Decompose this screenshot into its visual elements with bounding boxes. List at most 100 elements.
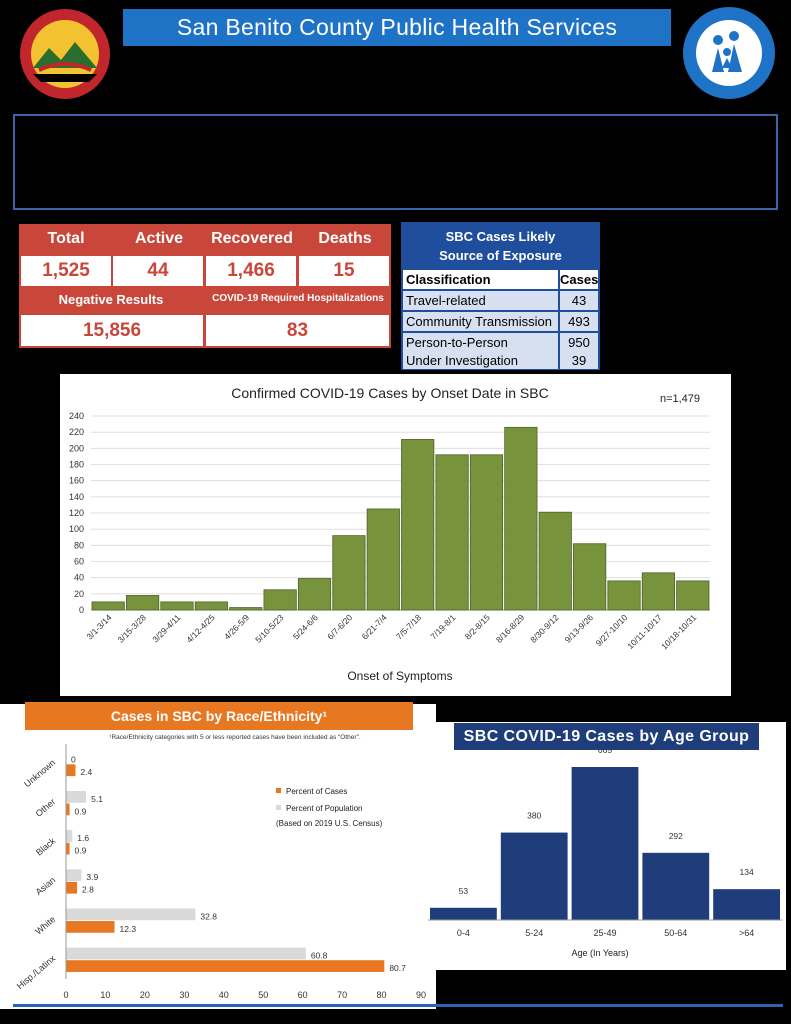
category-label: Other bbox=[34, 797, 58, 819]
race-chart: ¹Race/Ethnicity categories with 5 or les… bbox=[15, 734, 426, 1000]
category-label: White bbox=[33, 914, 57, 936]
onset-bar bbox=[573, 543, 607, 611]
footer-divider bbox=[13, 1004, 783, 1007]
x-tick-label: 10/18-10/31 bbox=[659, 612, 698, 651]
active-label: Active bbox=[134, 230, 184, 247]
cases-value-label: 0.9 bbox=[75, 845, 87, 855]
x-tick-label: 3/1-3/14 bbox=[84, 612, 113, 641]
cases-bar bbox=[66, 803, 70, 816]
exposure-title-line1: SBC Cases Likely bbox=[445, 229, 556, 244]
total-value: 1,525 bbox=[21, 256, 111, 286]
age-bar bbox=[430, 907, 497, 920]
population-value-label: 32.8 bbox=[200, 911, 217, 921]
onset-chart-panel: Confirmed COVID-19 Cases by Onset Date i… bbox=[60, 374, 731, 696]
legend-population-label: Percent of Population bbox=[286, 804, 363, 813]
x-tick-label: 3/29-4/11 bbox=[150, 612, 182, 644]
age-value-label: 292 bbox=[669, 831, 683, 841]
x-tick-label: 50 bbox=[258, 990, 268, 1000]
x-tick-label: 7/19-8/1 bbox=[428, 612, 457, 641]
onset-bar bbox=[504, 426, 538, 611]
negative-results-label: Negative Results bbox=[58, 292, 164, 307]
onset-chart-title: Confirmed COVID-19 Cases by Onset Date i… bbox=[231, 385, 548, 401]
age-x-axis-label: Age (In Years) bbox=[571, 948, 628, 958]
x-tick-label: 40 bbox=[219, 990, 229, 1000]
population-bar bbox=[66, 869, 82, 882]
row-value: 39 bbox=[560, 351, 598, 369]
row-value: 493 bbox=[560, 312, 598, 331]
table-row: Travel-related 43 bbox=[403, 291, 598, 310]
age-value-label: 134 bbox=[740, 867, 754, 877]
age-bar bbox=[642, 852, 710, 920]
age-chart-title: SBC COVID-19 Cases by Age Group bbox=[454, 723, 759, 750]
row-label: Under Investigation bbox=[403, 351, 558, 369]
y-tick-label: 40 bbox=[74, 573, 84, 583]
category-label: Unknown bbox=[22, 757, 57, 789]
notice-box bbox=[13, 114, 778, 210]
hospitalizations-label: COVID-19 Required Hospitalizations bbox=[212, 293, 384, 304]
cases-value-label: 12.3 bbox=[120, 924, 137, 934]
onset-bar bbox=[91, 601, 125, 611]
legend-cases-swatch bbox=[276, 788, 281, 793]
classification-header: Classification bbox=[403, 270, 558, 289]
x-tick-label: 30 bbox=[179, 990, 189, 1000]
row-value: 950 bbox=[560, 333, 598, 352]
onset-bar bbox=[125, 595, 160, 611]
onset-bar bbox=[263, 589, 297, 611]
onset-bar bbox=[401, 439, 435, 611]
age-category-label: 0-4 bbox=[457, 928, 470, 938]
cases-bar bbox=[66, 881, 78, 894]
onset-bar bbox=[297, 578, 332, 611]
population-value-label: 1.6 bbox=[77, 833, 89, 843]
age-category-label: 50-64 bbox=[664, 928, 687, 938]
exposure-header-row: Classification Cases bbox=[403, 270, 598, 289]
cases-value-label: 2.8 bbox=[82, 885, 94, 895]
cases-value-label: 2.4 bbox=[80, 767, 92, 777]
legend-population-note: (Based on 2019 U.S. Census) bbox=[276, 819, 383, 828]
x-tick-label: 7/5-7/18 bbox=[394, 612, 423, 641]
x-tick-label: 6/21-7/4 bbox=[360, 612, 389, 641]
y-tick-label: 160 bbox=[69, 476, 84, 486]
x-tick-label: 6/7-6/20 bbox=[325, 612, 354, 641]
onset-bar bbox=[366, 508, 400, 611]
x-tick-label: 8/2-8/15 bbox=[463, 612, 492, 641]
x-tick-label: 20 bbox=[140, 990, 150, 1000]
population-value-label: 0 bbox=[71, 755, 76, 765]
population-bar bbox=[66, 791, 87, 803]
age-bar bbox=[500, 832, 568, 920]
public-health-logo bbox=[682, 6, 776, 100]
x-tick-label: 8/16-8/29 bbox=[494, 612, 527, 645]
hospitalizations-value: 83 bbox=[206, 315, 389, 346]
x-tick-label: 4/26-5/9 bbox=[222, 612, 251, 641]
age-bar bbox=[713, 889, 780, 920]
race-chart-title: Cases in SBC by Race/Ethnicity¹ bbox=[25, 702, 413, 730]
y-tick-label: 180 bbox=[69, 460, 84, 470]
x-tick-label: 0 bbox=[63, 990, 68, 1000]
row-value: 43 bbox=[560, 291, 598, 310]
x-tick-label: 60 bbox=[298, 990, 308, 1000]
cases-bar bbox=[66, 960, 385, 972]
onset-bar bbox=[607, 580, 641, 611]
cases-bar bbox=[66, 921, 115, 933]
age-value-label: 665 bbox=[598, 745, 612, 755]
race-chart-note: ¹Race/Ethnicity categories with 5 or les… bbox=[109, 734, 361, 741]
category-label: Hisp./Latinx bbox=[15, 953, 58, 991]
onset-bar bbox=[332, 535, 366, 611]
table-row: Community Transmission 493 bbox=[403, 312, 598, 331]
population-bar bbox=[66, 830, 73, 842]
x-tick-label: 9/13-9/26 bbox=[563, 612, 596, 645]
x-tick-label: 70 bbox=[337, 990, 347, 1000]
population-bar bbox=[66, 947, 306, 960]
age-category-label: 5-24 bbox=[525, 928, 543, 938]
row-label: Person-to-Person bbox=[403, 333, 558, 352]
exposure-table-title: SBC Cases Likely Source of Exposure bbox=[401, 222, 600, 270]
y-tick-label: 240 bbox=[69, 411, 84, 421]
age-chart: 53 0-4 380 5-24 665 25-49 292 50-64 134 >64 Age (… bbox=[428, 745, 782, 958]
onset-chart: Confirmed COVID-19 Cases by Onset Date i… bbox=[69, 385, 710, 683]
deaths-label: Deaths bbox=[318, 230, 372, 247]
population-value-label: 3.9 bbox=[86, 872, 98, 882]
cases-header: Cases bbox=[560, 270, 599, 289]
county-seal-logo bbox=[19, 8, 111, 100]
x-tick-label: 9/27-10/10 bbox=[594, 612, 630, 648]
cases-value-label: 80.7 bbox=[389, 963, 406, 973]
x-tick-label: 3/15-3/28 bbox=[116, 612, 149, 645]
